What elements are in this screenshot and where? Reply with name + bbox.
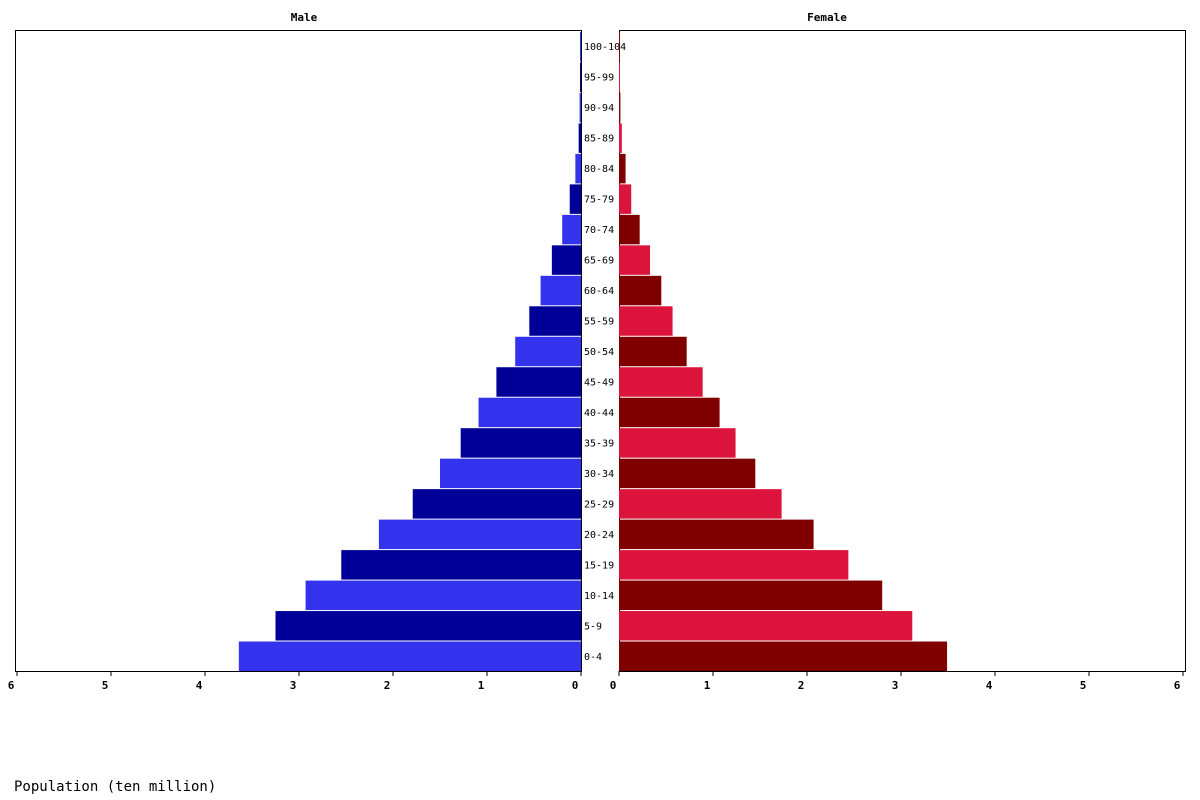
male-x-tick-label-1: 1 bbox=[478, 679, 485, 692]
male-x-tick-label-6: 6 bbox=[8, 679, 15, 692]
female-bar-70-74 bbox=[619, 214, 640, 245]
male-bar-55-59 bbox=[529, 306, 581, 336]
male-bar-30-34 bbox=[440, 458, 581, 489]
age-label-80-84: 80-84 bbox=[584, 164, 614, 175]
male-bar-10-14 bbox=[305, 580, 581, 611]
female-x-tick-label-6: 6 bbox=[1174, 679, 1181, 692]
male-bar-5-9 bbox=[275, 611, 581, 641]
age-label-60-64: 60-64 bbox=[584, 286, 614, 297]
female-x-tick-label-5: 5 bbox=[1080, 679, 1087, 692]
female-bar-65-69 bbox=[619, 245, 651, 275]
age-label-85-89: 85-89 bbox=[584, 134, 614, 145]
male-x-tick-label-0: 0 bbox=[572, 679, 579, 692]
male-bar-70-74 bbox=[562, 214, 581, 245]
female-x-tick-label-4: 4 bbox=[986, 679, 993, 692]
age-label-70-74: 70-74 bbox=[584, 225, 614, 236]
male-panel-title: Male bbox=[291, 11, 318, 24]
age-label-35-39: 35-39 bbox=[584, 438, 614, 449]
female-x-tick-label-2: 2 bbox=[798, 679, 805, 692]
age-label-0-4: 0-4 bbox=[584, 652, 602, 663]
female-bar-5-9 bbox=[619, 611, 913, 641]
age-label-40-44: 40-44 bbox=[584, 408, 614, 419]
male-bar-15-19 bbox=[341, 550, 581, 580]
age-label-65-69: 65-69 bbox=[584, 256, 614, 267]
male-bar-95-99 bbox=[580, 62, 581, 92]
female-bar-35-39 bbox=[619, 428, 736, 458]
age-label-50-54: 50-54 bbox=[584, 347, 614, 358]
female-x-tick-label-3: 3 bbox=[892, 679, 899, 692]
female-bar-95-99 bbox=[619, 62, 620, 92]
axes-layer: 0 0 1 1 2 2 3 3 4 4 5 5 6 6 bbox=[8, 671, 1184, 692]
female-bar-25-29 bbox=[619, 489, 782, 519]
male-bar-35-39 bbox=[460, 428, 581, 458]
male-bar-0-4 bbox=[238, 641, 581, 671]
male-x-tick-label-2: 2 bbox=[384, 679, 391, 692]
male-x-tick-label-5: 5 bbox=[102, 679, 109, 692]
male-x-tick-label-4: 4 bbox=[196, 679, 203, 692]
female-bar-50-54 bbox=[619, 336, 687, 367]
male-x-tick-label-3: 3 bbox=[290, 679, 297, 692]
age-label-15-19: 15-19 bbox=[584, 560, 614, 571]
female-bar-10-14 bbox=[619, 580, 883, 611]
age-labels-layer: 0-4 5-9 10-14 15-19 20-24 25-29 30-34 35-39 40-4… bbox=[584, 42, 626, 663]
age-label-5-9: 5-9 bbox=[584, 621, 602, 632]
age-label-45-49: 45-49 bbox=[584, 377, 614, 388]
age-label-55-59: 55-59 bbox=[584, 317, 614, 328]
male-bar-45-49 bbox=[496, 367, 581, 397]
female-bar-40-44 bbox=[619, 397, 720, 428]
male-bar-100-104 bbox=[580, 32, 581, 62]
female-bar-20-24 bbox=[619, 519, 814, 550]
female-x-tick-label-1: 1 bbox=[704, 679, 711, 692]
age-label-30-34: 30-34 bbox=[584, 469, 614, 480]
bars-layer bbox=[238, 32, 948, 671]
female-bar-45-49 bbox=[619, 367, 703, 397]
male-bar-80-84 bbox=[575, 153, 581, 184]
male-bar-20-24 bbox=[378, 519, 581, 550]
male-bar-50-54 bbox=[515, 336, 581, 367]
female-bar-80-84 bbox=[619, 153, 626, 184]
female-x-tick-label-0: 0 bbox=[610, 679, 617, 692]
male-bar-25-29 bbox=[412, 489, 581, 519]
age-label-25-29: 25-29 bbox=[584, 499, 614, 510]
age-label-75-79: 75-79 bbox=[584, 195, 614, 206]
female-bar-15-19 bbox=[619, 550, 849, 580]
female-bar-90-94 bbox=[619, 92, 621, 123]
male-bar-60-64 bbox=[540, 275, 581, 306]
age-label-95-99: 95-99 bbox=[584, 73, 614, 84]
male-bar-85-89 bbox=[578, 123, 581, 153]
female-bar-85-89 bbox=[619, 123, 622, 153]
male-bar-75-79 bbox=[569, 184, 581, 214]
female-panel-title: Female bbox=[807, 11, 847, 24]
male-bar-90-94 bbox=[579, 92, 581, 123]
female-bar-100-104 bbox=[619, 32, 620, 62]
female-bar-0-4 bbox=[619, 641, 948, 671]
male-bar-65-69 bbox=[551, 245, 581, 275]
age-label-90-94: 90-94 bbox=[584, 103, 614, 114]
female-bar-30-34 bbox=[619, 458, 756, 489]
x-axis-label: Population (ten million) bbox=[14, 779, 217, 795]
female-bar-55-59 bbox=[619, 306, 673, 336]
female-bar-75-79 bbox=[619, 184, 632, 214]
male-bar-40-44 bbox=[478, 397, 581, 428]
age-label-20-24: 20-24 bbox=[584, 530, 614, 541]
female-bar-60-64 bbox=[619, 275, 662, 306]
age-label-10-14: 10-14 bbox=[584, 591, 614, 602]
age-label-100-104: 100-104 bbox=[584, 42, 626, 53]
